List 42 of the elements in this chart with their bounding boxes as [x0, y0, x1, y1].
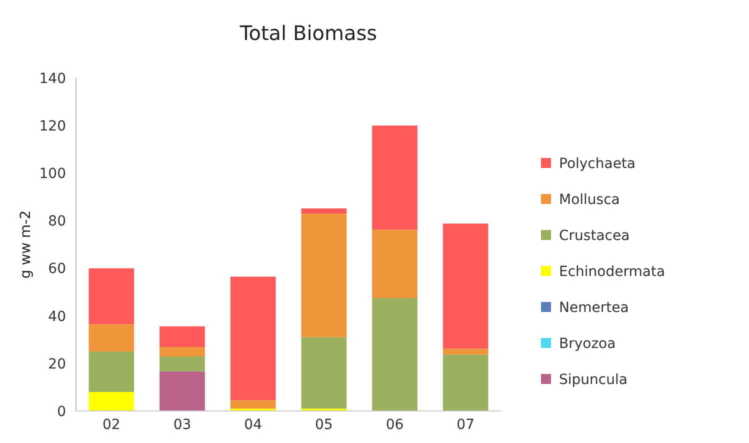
y-tick-label: 80 [48, 214, 66, 230]
bar [160, 326, 205, 348]
x-tick-label: 07 [456, 417, 474, 433]
bar [160, 347, 205, 357]
bar [88, 268, 134, 324]
bar [88, 392, 134, 411]
bar [372, 126, 418, 230]
y-tick-label: 140 [39, 70, 66, 87]
bar [160, 371, 205, 411]
x-tick-label: 03 [173, 417, 192, 433]
bar [372, 230, 418, 298]
legend-label: Polychaeta [559, 156, 636, 172]
bar [442, 354, 488, 411]
bar [372, 298, 418, 411]
bar [160, 356, 205, 372]
legend-label: Bryozoa [559, 336, 616, 352]
x-tick-label: 06 [386, 417, 404, 433]
legend-label: Crustacea [559, 228, 630, 244]
y-tick-label: 120 [39, 118, 66, 134]
x-tick-label: 02 [102, 417, 120, 433]
y-axis-title: g ww m-2 [18, 210, 34, 279]
bar [301, 337, 347, 409]
x-tick-label: 05 [315, 417, 333, 433]
x-tick-label: 04 [244, 417, 262, 433]
bar [230, 400, 276, 409]
bar [442, 348, 488, 355]
legend-label: Echinodermata [559, 264, 666, 280]
y-tick-label: 20 [48, 356, 66, 372]
legend-label: Sipuncula [559, 372, 628, 388]
bar [301, 208, 347, 214]
chart-title: Total Biomass [238, 21, 378, 45]
legend-label: Nemertea [559, 300, 629, 316]
bar [230, 276, 276, 400]
y-tick-label: 100 [39, 166, 66, 182]
y-tick-label: 60 [48, 261, 66, 278]
bar [442, 224, 488, 349]
bar [88, 352, 134, 392]
bar [301, 214, 347, 338]
y-tick-label: 40 [48, 308, 66, 325]
y-tick-label: 0 [57, 404, 66, 420]
bar [88, 324, 134, 352]
legend-label: Mollusca [559, 192, 620, 208]
